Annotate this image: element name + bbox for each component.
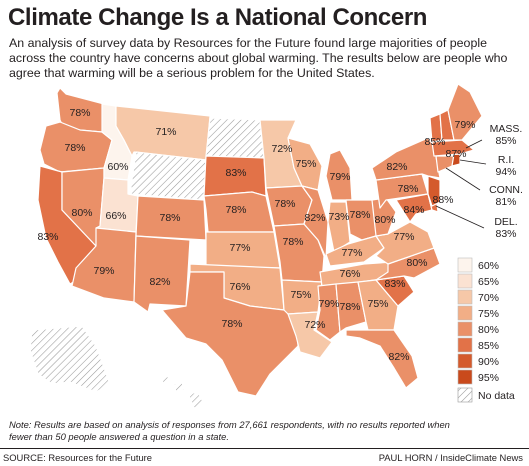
legend-label: 60% <box>478 260 499 272</box>
state-label-md: 84% <box>403 204 424 216</box>
state-label-tx: 78% <box>221 318 242 330</box>
legend-label: 95% <box>478 372 499 384</box>
state-label-in: 73% <box>328 211 349 223</box>
state-nc <box>375 247 441 281</box>
source-credit: SOURCE: Resources for the Future <box>3 452 153 463</box>
state-label-fl: 82% <box>388 351 409 363</box>
legend-label: 70% <box>478 292 499 304</box>
state-va <box>375 221 435 265</box>
callout-line-ct <box>445 167 481 191</box>
legend-swatch <box>457 369 473 385</box>
state-nj <box>427 175 441 207</box>
legend-swatch <box>457 305 473 321</box>
state-label-ne: 78% <box>225 204 246 216</box>
legend-swatch <box>457 353 473 369</box>
state-label-tn: 76% <box>339 268 360 280</box>
legend-swatch <box>457 257 473 273</box>
state-label-vt: 85% <box>424 136 445 148</box>
state-nd <box>205 117 265 159</box>
state-label-nh: 87% <box>445 148 466 160</box>
state-label-ma: MASS. 85% <box>490 123 523 147</box>
states-layer <box>29 83 483 409</box>
state-wy <box>129 151 207 201</box>
legend-label: 75% <box>478 308 499 320</box>
state-label-mo: 78% <box>282 236 303 248</box>
state-label-va: 77% <box>393 231 414 243</box>
state-label-id: 60% <box>107 161 128 173</box>
state-label-wa: 78% <box>69 107 90 119</box>
state-label-sc: 83% <box>384 278 405 290</box>
author-credit: PAUL HORN / InsideClimate News <box>378 452 523 463</box>
legend-swatch <box>457 337 473 353</box>
state-label-nm: 82% <box>149 276 170 288</box>
state-label-la: 72% <box>304 319 325 331</box>
intro-text: An analysis of survey data by Resources … <box>9 36 508 80</box>
state-fl <box>345 329 419 389</box>
state-label-il: 82% <box>304 212 325 224</box>
state-label-mt: 71% <box>155 126 176 138</box>
state-label-ri: R.I. 94% <box>495 154 516 178</box>
legend-label: 80% <box>478 324 499 336</box>
legend-label: 85% <box>478 340 499 352</box>
state-label-sd: 83% <box>225 167 246 179</box>
state-label-ok: 76% <box>229 281 250 293</box>
state-label-az: 79% <box>93 265 114 277</box>
state-label-wv: 80% <box>374 214 395 226</box>
state-hi <box>159 373 205 409</box>
state-label-nj: 88% <box>432 194 453 206</box>
state-label-ca: 83% <box>37 231 58 243</box>
state-al <box>335 281 367 333</box>
state-label-ct: CONN. 81% <box>489 184 523 208</box>
labels-layer: 78%78%83%80%60%71%66%79%78%82%83%78%77%7… <box>37 107 522 363</box>
legend-label-nodata: No data <box>478 390 515 402</box>
legend-swatch <box>457 273 473 289</box>
footnote: Note: Results are based on analysis of r… <box>9 419 450 442</box>
state-nm <box>133 235 191 313</box>
state-label-ny: 82% <box>386 161 407 173</box>
state-md <box>395 193 433 223</box>
state-label-wi: 75% <box>295 158 316 170</box>
callout-line-de <box>435 205 485 229</box>
state-label-de: DEL. 83% <box>494 216 517 240</box>
legend-swatch <box>457 321 473 337</box>
state-label-pa: 78% <box>397 183 418 195</box>
us-map: 78%78%83%80%60%71%66%79%78%82%83%78%77%7… <box>29 83 523 409</box>
state-la <box>287 311 333 359</box>
state-label-ky: 77% <box>341 247 362 259</box>
state-label-oh: 78% <box>349 209 370 221</box>
state-tx <box>161 271 299 397</box>
state-label-ks: 77% <box>229 242 250 254</box>
legend: 60% 65% 70% 75% 80% 85% 90% 95% No data <box>457 257 515 403</box>
callout-line-ma <box>465 139 483 149</box>
state-il <box>301 185 329 259</box>
state-label-me: 79% <box>454 119 475 131</box>
state-me <box>447 83 483 141</box>
page-title: Climate Change Is a National Concern <box>8 4 428 31</box>
state-ny <box>371 137 441 181</box>
state-label-al: 78% <box>339 301 360 313</box>
state-label-ga: 75% <box>367 298 388 310</box>
footer-rule <box>0 448 529 449</box>
state-label-ms: 79% <box>318 298 339 310</box>
legend-label: 65% <box>478 276 499 288</box>
state-label-ar: 75% <box>290 289 311 301</box>
state-label-ia: 78% <box>274 198 295 210</box>
state-label-mn: 72% <box>271 143 292 155</box>
legend-swatch <box>457 289 473 305</box>
state-label-ut: 66% <box>105 210 126 222</box>
legend-label: 90% <box>478 356 499 368</box>
state-ak <box>29 325 111 393</box>
state-az <box>71 227 137 303</box>
callout-line-ri <box>459 159 487 165</box>
legend-swatch-nodata <box>457 387 473 403</box>
state-label-co: 78% <box>159 212 180 224</box>
state-label-mi: 79% <box>329 171 350 183</box>
state-label-or: 78% <box>64 142 85 154</box>
state-label-nv: 80% <box>71 207 92 219</box>
state-label-nc: 80% <box>406 257 427 269</box>
